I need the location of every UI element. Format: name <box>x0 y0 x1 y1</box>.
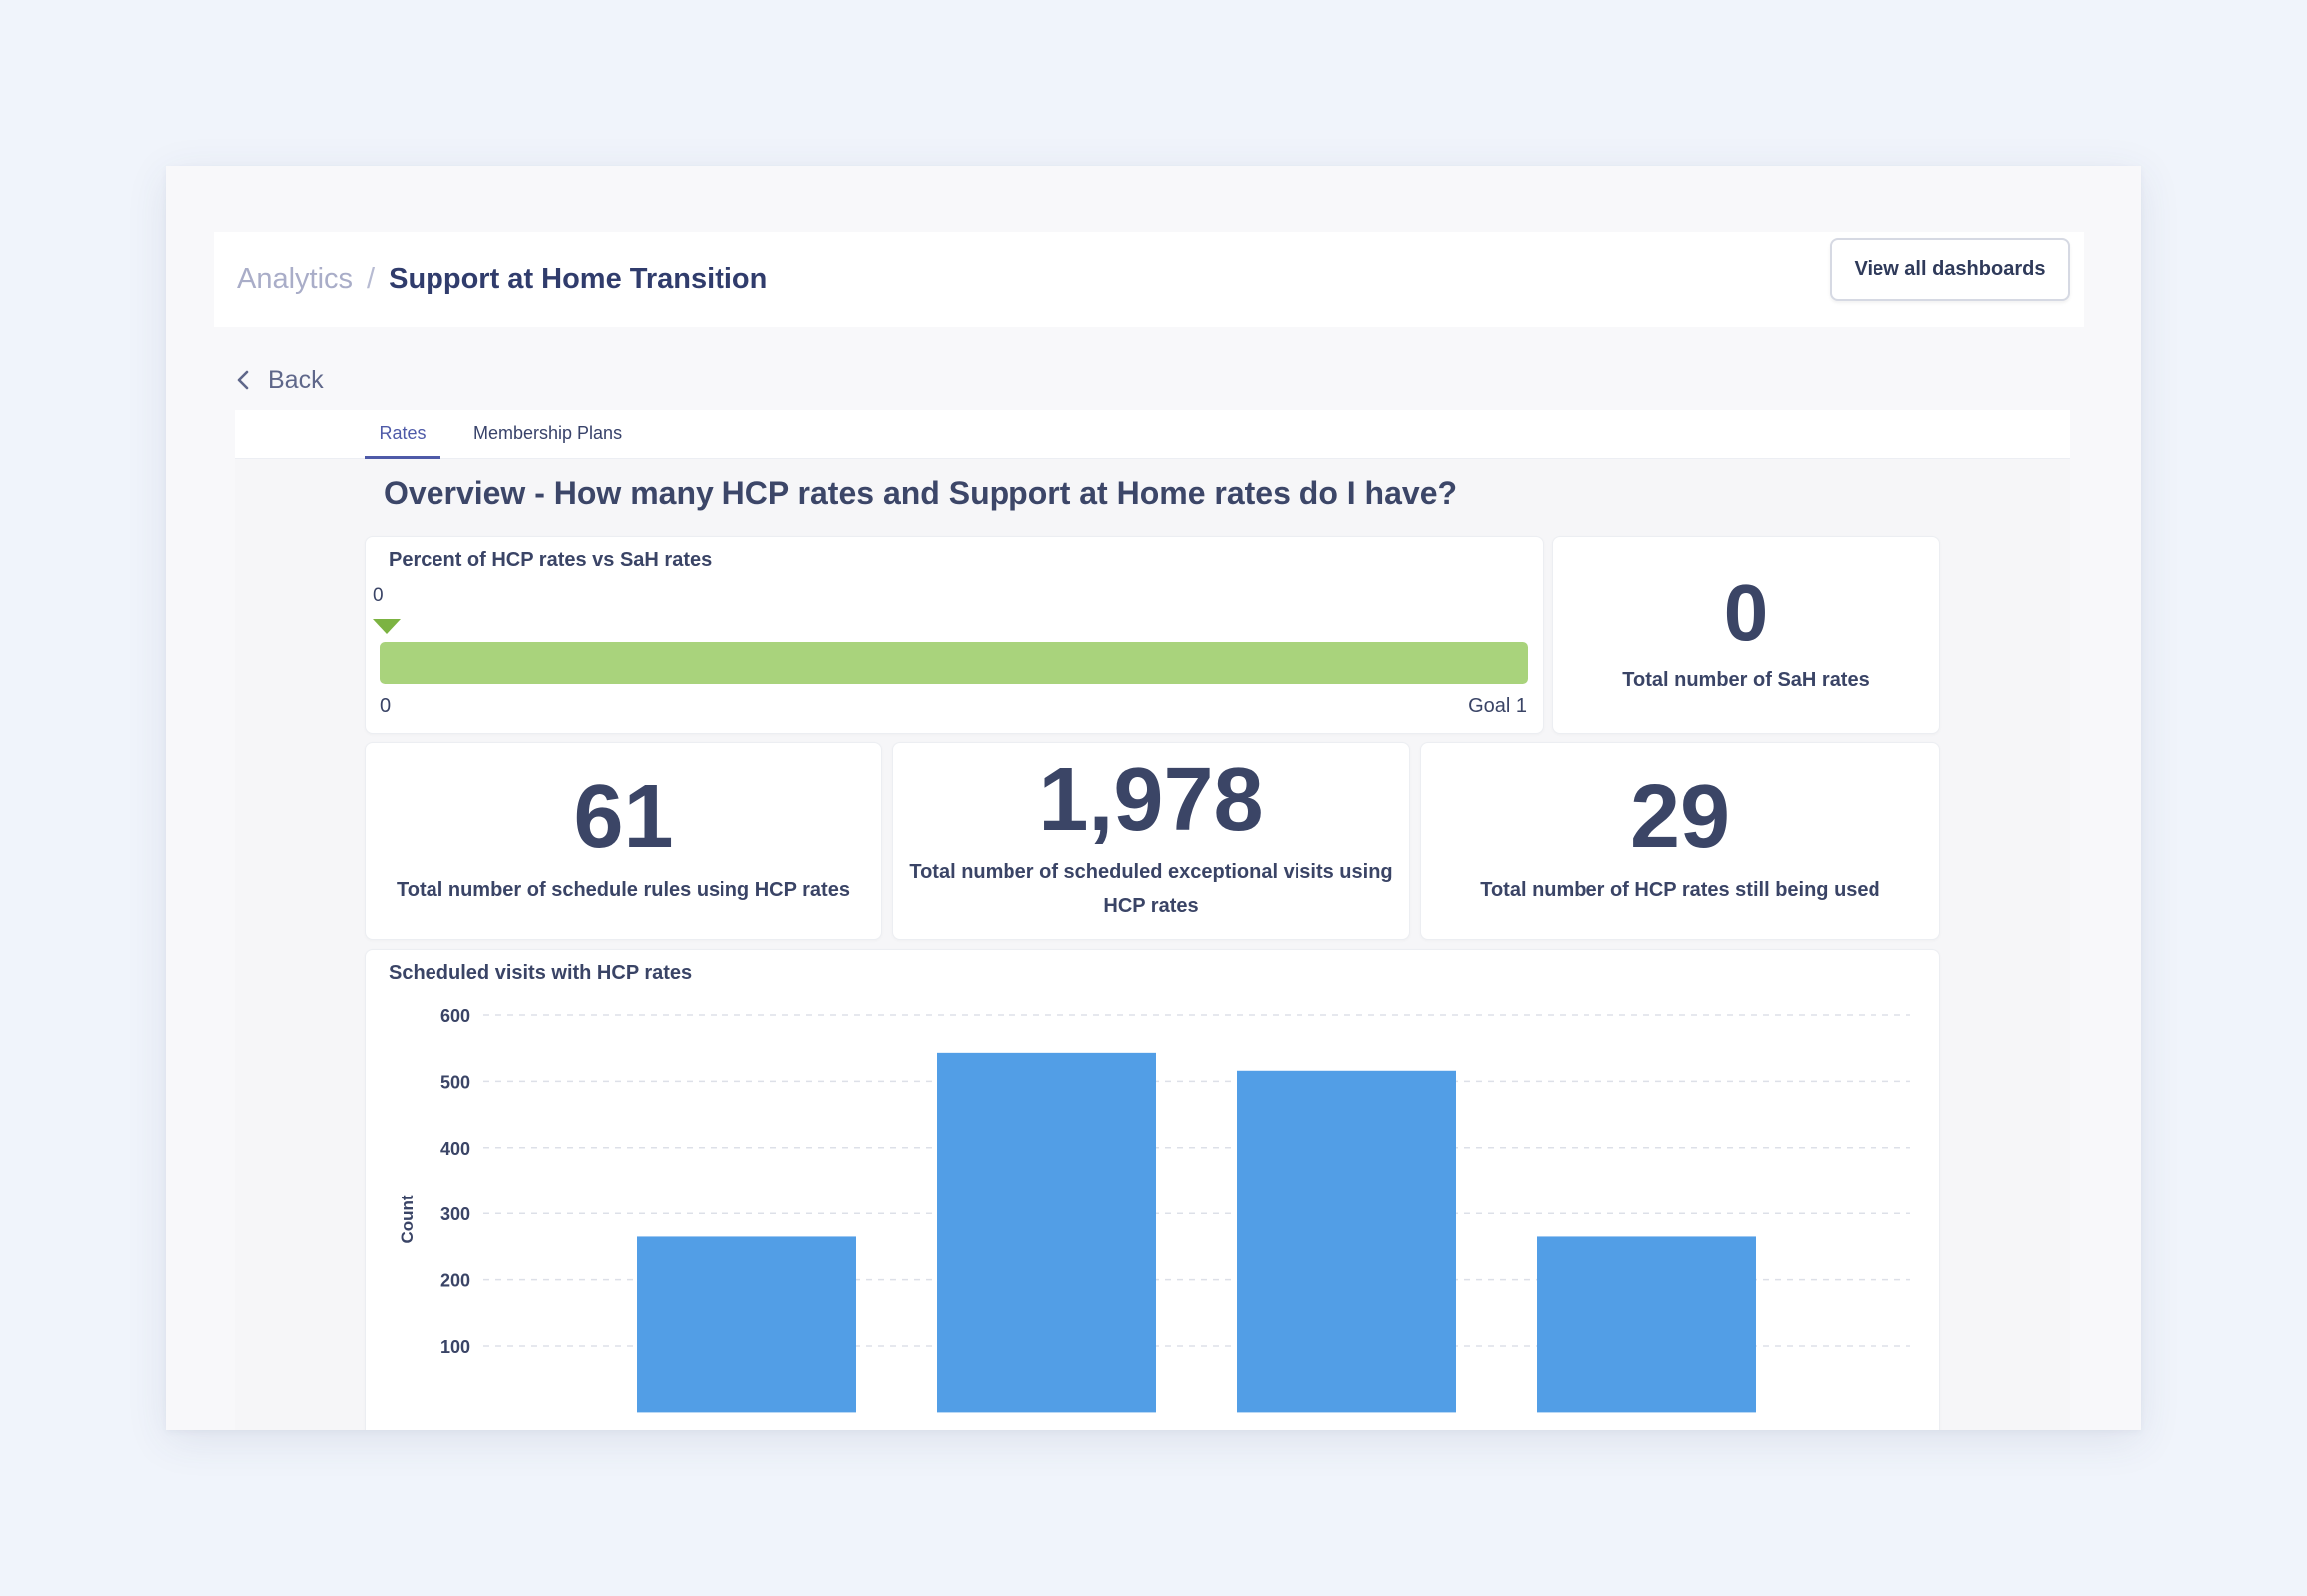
y-axis-label: Count <box>398 1195 417 1243</box>
gauge-goal-label: Goal 1 <box>1468 695 1527 717</box>
gauge-marker <box>373 619 401 634</box>
tab-rates[interactable]: Rates <box>365 410 440 459</box>
chart-title: Scheduled visits with HCP rates <box>389 962 693 984</box>
tab-bar: Rates Membership Plans <box>235 410 2070 459</box>
page-title: Support at Home Transition <box>389 263 768 295</box>
bar <box>637 1236 856 1413</box>
breadcrumb: Analytics / Support at Home Transition <box>237 232 767 327</box>
y-tick-label: 500 <box>440 1072 470 1092</box>
kpi-value: 61 <box>573 767 674 867</box>
kpi-value: 29 <box>1629 767 1731 867</box>
kpi-label: Total number of SaH rates <box>1622 669 1870 691</box>
kpi-card-schedule-rules: 61 Total number of schedule rules using … <box>365 742 882 940</box>
scheduled-visits-chart-card: Scheduled visits with HCP rates 100 200 30… <box>365 949 1940 1430</box>
kpi-value: 1,978 <box>1038 750 1264 850</box>
kpi-label: Total number of scheduled exceptional vi… <box>909 861 1393 917</box>
view-all-dashboards-button[interactable]: View all dashboards <box>1830 238 2070 301</box>
kpi-card-exceptional-visits: 1,978 Total number of scheduled exceptio… <box>892 742 1410 940</box>
bar-chart: 100 200 300 400 500 600 Count <box>398 1006 1910 1413</box>
kpi-card-hcp-rates-used: 29 Total number of HCP rates still being… <box>1420 742 1940 940</box>
gauge-min-label: 0 <box>380 695 392 717</box>
bar <box>1537 1236 1756 1413</box>
back-label: Back <box>268 365 324 394</box>
gauge-track <box>380 642 1528 684</box>
kpi-label: Total number of schedule rules using HCP… <box>397 879 850 901</box>
section-title: Overview - How many HCP rates and Suppor… <box>384 475 1458 511</box>
breadcrumb-separator: / <box>367 263 376 295</box>
y-tick-label: 300 <box>440 1204 470 1224</box>
gauge-title: Percent of HCP rates vs SaH rates <box>389 549 713 571</box>
dashboard-content: Rates Membership Plans Overview - How ma… <box>235 410 2070 1430</box>
back-button[interactable]: Back <box>236 362 324 398</box>
kpi-value: 0 <box>1723 568 1769 657</box>
kpi-card-sah-rates: 0 Total number of SaH rates <box>1552 536 1940 734</box>
y-tick-label: 200 <box>440 1271 470 1291</box>
chevron-left-icon <box>236 369 250 391</box>
bar <box>937 1052 1156 1413</box>
gauge-fill <box>380 642 1528 684</box>
dashboard-window: Analytics / Support at Home Transition V… <box>166 166 2141 1430</box>
bar <box>1237 1070 1456 1413</box>
y-tick-label: 100 <box>440 1337 470 1357</box>
page-header: Analytics / Support at Home Transition V… <box>214 232 2084 327</box>
gauge-value: 0 <box>373 585 384 606</box>
gauge-card: Percent of HCP rates vs SaH rates 0 0 Go… <box>365 536 1544 734</box>
breadcrumb-analytics-link[interactable]: Analytics <box>237 263 354 295</box>
kpi-label: Total number of HCP rates still being us… <box>1480 879 1880 901</box>
y-tick-label: 400 <box>440 1139 470 1159</box>
tab-membership-plans[interactable]: Membership Plans <box>473 422 623 443</box>
y-tick-label: 600 <box>440 1006 470 1026</box>
